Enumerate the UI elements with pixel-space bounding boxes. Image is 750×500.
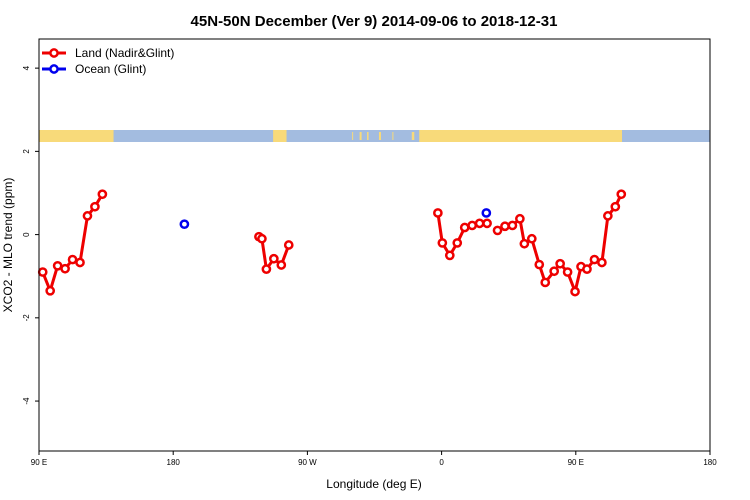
y-axis: -4 -2 0 2 4 <box>22 65 39 405</box>
data-point <box>75 257 85 268</box>
land-band <box>504 132 506 140</box>
land-band <box>273 130 287 142</box>
data-point <box>261 264 272 274</box>
data-point <box>507 220 518 231</box>
data-point <box>603 211 613 221</box>
land-band <box>429 132 431 140</box>
data-point <box>179 219 190 230</box>
y-axis-label: XCO2 - MLO trend (ppm) <box>1 178 15 313</box>
data-point <box>474 218 485 229</box>
data-point <box>526 233 537 244</box>
data-point <box>555 258 565 269</box>
data-point <box>515 213 525 224</box>
legend-label: Ocean (Glint) <box>75 62 146 76</box>
x-tick-label: 180 <box>167 458 181 467</box>
data-point <box>492 225 503 236</box>
data-point <box>90 201 100 212</box>
x-tick-label: 180 <box>703 458 717 467</box>
x-axis: 90 E 180 90 W 0 90 E 180 <box>31 451 717 467</box>
data-point <box>519 238 530 249</box>
data-point <box>452 238 463 248</box>
x-tick-label: 90 W <box>298 458 317 467</box>
x-tick-label: 90 E <box>568 458 584 467</box>
data-point <box>534 259 545 270</box>
data-point <box>549 266 560 277</box>
data-point <box>60 263 70 274</box>
legend-marker <box>49 48 59 58</box>
data-point <box>444 250 455 261</box>
data-point <box>589 254 600 265</box>
data-point <box>276 260 287 270</box>
land-band <box>519 132 522 140</box>
y-tick-label: -4 <box>22 397 31 405</box>
legend-marker <box>49 64 59 74</box>
data-point <box>610 201 621 212</box>
series-line-0 <box>496 193 623 294</box>
land-band <box>435 132 437 140</box>
data-point <box>283 240 294 250</box>
y-tick-label: 4 <box>22 65 31 70</box>
x-axis-label: Longitude (deg E) <box>326 477 421 491</box>
x-tick-label: 90 E <box>31 458 47 467</box>
x-tick-label: 0 <box>439 458 444 467</box>
land-band <box>39 130 114 142</box>
plot-frame <box>38 38 711 452</box>
land-band <box>493 132 496 140</box>
data-point <box>257 233 267 244</box>
data-point <box>52 260 63 271</box>
data-point <box>459 222 470 233</box>
data-point <box>269 253 279 264</box>
series-layer <box>37 189 627 297</box>
legend-label: Land (Nadir&Glint) <box>75 46 174 60</box>
land-band <box>367 132 369 140</box>
data-point <box>82 211 93 221</box>
land-band <box>392 132 394 140</box>
y-tick-label: 0 <box>22 232 31 237</box>
chart-title: 45N-50N December (Ver 9) 2014-09-06 to 2… <box>191 13 558 30</box>
y-tick-label: 2 <box>22 149 31 154</box>
land-band <box>378 132 381 140</box>
land-band <box>359 132 362 140</box>
data-point <box>97 189 108 200</box>
data-point <box>582 264 592 274</box>
y-tick-label: -2 <box>22 314 31 322</box>
data-point <box>433 208 443 218</box>
land-band <box>352 132 354 140</box>
data-point <box>597 257 607 268</box>
data-point <box>67 254 78 265</box>
data-point <box>616 189 627 200</box>
data-point <box>45 285 56 296</box>
data-point <box>481 208 492 218</box>
data-point <box>500 221 510 232</box>
data-point <box>540 277 551 288</box>
legend: Land (Nadir&Glint) Ocean (Glint) <box>42 46 174 76</box>
data-point <box>562 267 573 277</box>
data-point <box>570 286 580 297</box>
land-band <box>545 132 547 140</box>
data-point <box>437 238 448 248</box>
data-point <box>467 220 478 231</box>
data-point <box>482 218 492 229</box>
data-point <box>37 267 48 277</box>
land-ocean-strip <box>39 130 710 142</box>
land-band <box>411 132 415 140</box>
